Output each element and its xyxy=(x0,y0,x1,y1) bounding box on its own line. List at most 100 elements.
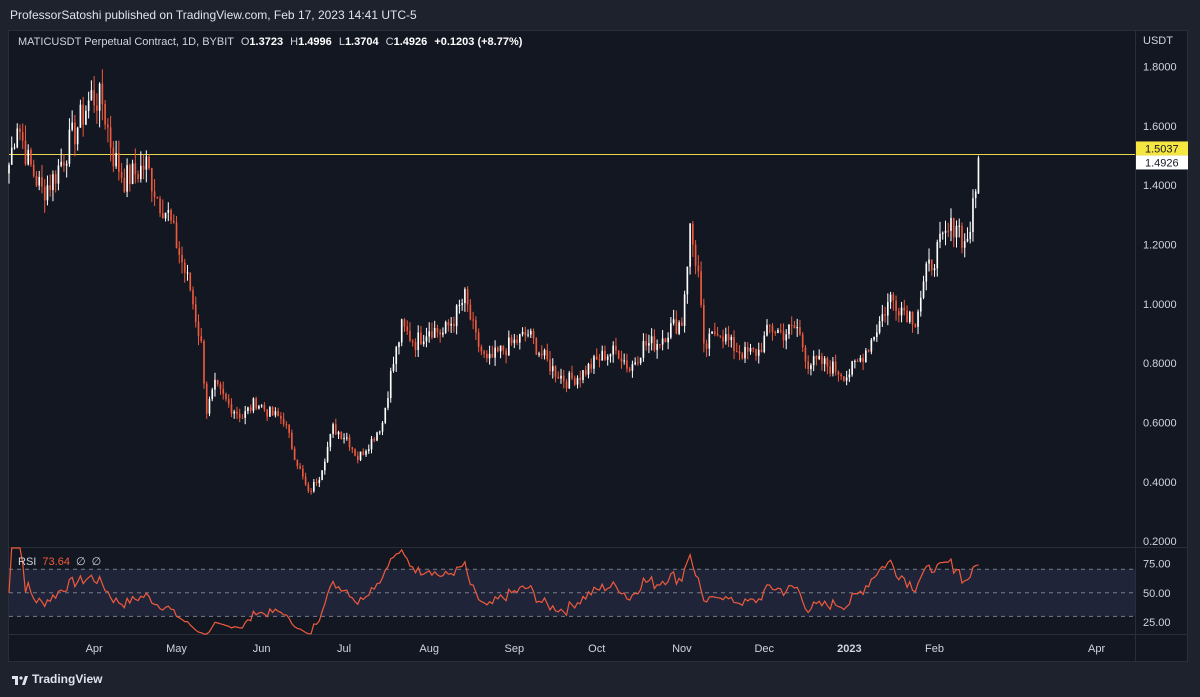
candle-body xyxy=(8,164,10,174)
candle-body xyxy=(266,409,268,417)
candle-body xyxy=(282,418,285,425)
candle-body xyxy=(93,90,95,106)
candle-body xyxy=(692,223,694,245)
candle-body xyxy=(897,311,900,316)
time-tick-label: 2023 xyxy=(837,643,861,655)
candle-body xyxy=(631,364,634,371)
candle-body xyxy=(722,336,724,342)
candle-body xyxy=(472,319,474,321)
axis-layer: USDT 1.8000 1.6000 1.4000 1.2000 1.0000 0.8000… xyxy=(86,35,1188,655)
candle-body xyxy=(502,345,505,351)
candle-body xyxy=(205,383,208,414)
candle-body xyxy=(10,147,13,165)
candle-body xyxy=(417,332,420,351)
time-tick-label: May xyxy=(166,643,187,655)
candle-body xyxy=(249,407,252,411)
candle-body xyxy=(837,371,840,375)
candle-body xyxy=(348,437,351,448)
candle-body xyxy=(664,338,667,343)
candle-body xyxy=(387,398,389,408)
candle-body xyxy=(488,353,491,359)
rsi-na-1: ∅ xyxy=(76,556,86,568)
time-tick-label: Feb xyxy=(925,643,944,655)
candle-body xyxy=(359,451,362,461)
candle-body xyxy=(326,446,329,462)
candle-body xyxy=(972,198,974,232)
candle-body xyxy=(343,438,345,440)
candle-body xyxy=(376,432,378,441)
candle-body xyxy=(291,432,293,449)
candle-body xyxy=(746,347,749,352)
candle-body xyxy=(774,331,777,334)
low-label: L xyxy=(338,36,345,48)
candle-body xyxy=(57,165,60,184)
candle-body xyxy=(101,83,104,105)
candle-body xyxy=(211,389,214,399)
candle-body xyxy=(277,411,279,416)
candle-body xyxy=(557,376,560,379)
candle-body xyxy=(227,399,230,404)
candle-body xyxy=(656,344,658,351)
candle-body xyxy=(645,341,647,346)
candle-body xyxy=(653,336,656,351)
price-tick-label: 0.8000 xyxy=(1143,358,1177,370)
candle-body xyxy=(573,378,576,385)
candle-body xyxy=(856,360,859,362)
candle-body xyxy=(834,361,837,372)
candle-body xyxy=(35,176,38,186)
candle-body xyxy=(24,140,27,165)
candle-body xyxy=(315,482,318,484)
candle-body xyxy=(626,360,628,369)
candle-body xyxy=(615,345,617,351)
symbol-label: MATICUSDT Perpetual Contract, 1D, BYBIT xyxy=(18,36,234,48)
candle-body xyxy=(411,340,414,342)
candle-body xyxy=(458,304,461,306)
candle-body xyxy=(433,328,436,338)
candle-body xyxy=(840,374,842,377)
candle-body xyxy=(296,459,299,467)
candle-body xyxy=(760,349,763,352)
candle-body xyxy=(392,363,395,371)
candle-body xyxy=(590,363,593,369)
candle-body xyxy=(304,476,307,485)
candle-body xyxy=(241,417,244,419)
candle-body xyxy=(499,345,502,352)
candle-body xyxy=(186,272,189,274)
candle-body xyxy=(744,347,746,359)
time-tick-label: Aug xyxy=(419,643,439,655)
candle-body xyxy=(974,191,977,199)
candle-body xyxy=(406,326,409,331)
candle-body xyxy=(178,248,181,255)
tradingview-logo[interactable]: TradingView xyxy=(12,662,102,697)
candle-body xyxy=(131,163,134,185)
candle-body xyxy=(118,153,120,172)
candle-body xyxy=(689,223,691,267)
candle-body xyxy=(804,347,807,362)
candle-body xyxy=(263,405,266,410)
footer: TradingView xyxy=(0,662,1200,697)
candle-body xyxy=(513,339,516,344)
high-label: H xyxy=(290,36,299,48)
candle-body xyxy=(200,336,203,342)
candle-body xyxy=(686,266,689,295)
time-tick-label: Oct xyxy=(588,643,605,655)
candle-body xyxy=(705,343,708,349)
candle-body xyxy=(752,348,755,350)
candle-body xyxy=(598,359,601,361)
time-tick-label: Jun xyxy=(253,643,271,655)
candle-body xyxy=(192,290,194,305)
candle-body xyxy=(790,324,793,326)
candle-body xyxy=(167,209,170,213)
candle-body xyxy=(145,156,148,170)
price-tick-label: 1.8000 xyxy=(1143,62,1177,74)
candle-body xyxy=(313,482,315,492)
candle-body xyxy=(650,336,653,344)
candle-body xyxy=(604,350,606,360)
candle-body xyxy=(922,281,925,298)
candle-body xyxy=(807,361,810,370)
publisher-text: ProfessorSatoshi published on TradingVie… xyxy=(10,8,417,22)
candle-body xyxy=(321,470,323,480)
close-value: 1.4926 xyxy=(393,36,428,48)
candle-body xyxy=(546,350,549,360)
